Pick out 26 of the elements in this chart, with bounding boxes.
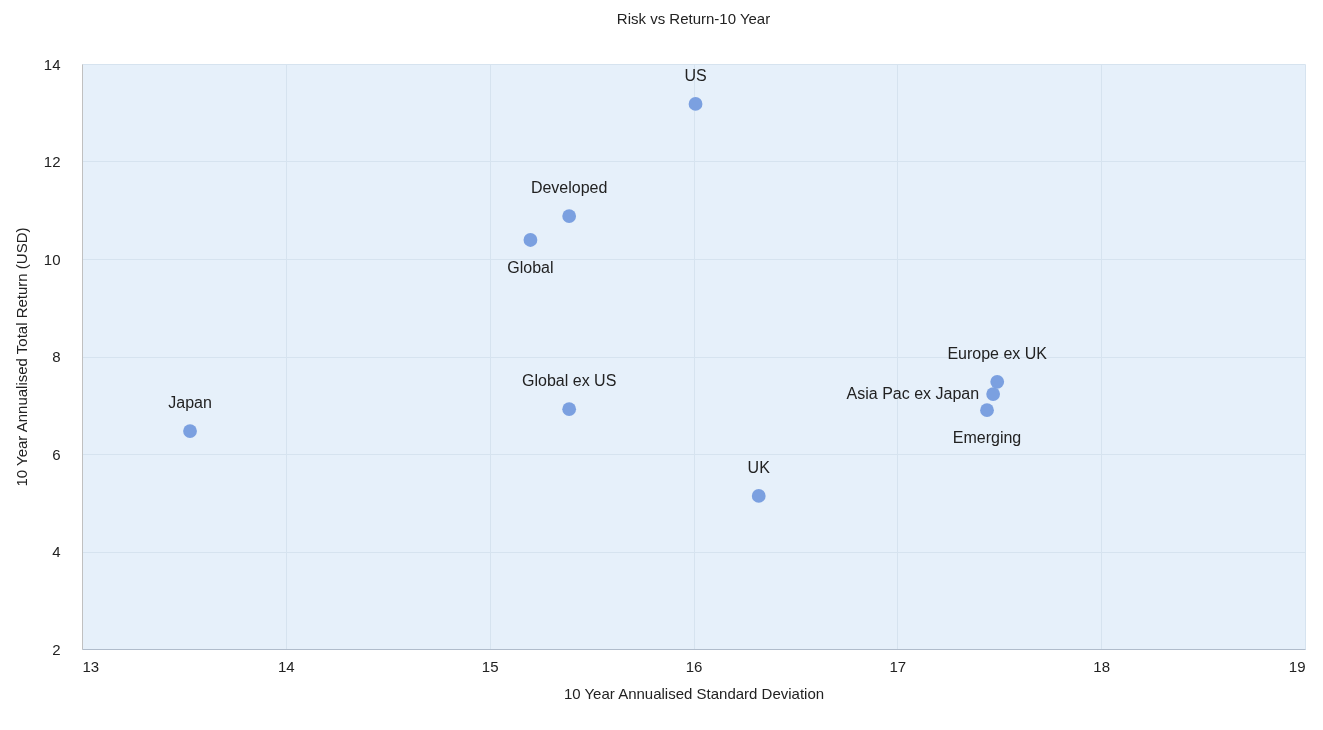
y-tick-label: 14 — [43, 55, 61, 73]
y-tick-label: 4 — [52, 543, 61, 560]
annotation: Global — [507, 258, 554, 276]
annotation: Emerging — [952, 429, 1022, 447]
x-tick-label: 18 — [1093, 657, 1111, 675]
y-tick-label: 10 — [43, 250, 61, 268]
annotation: Global ex US — [522, 372, 617, 390]
x-axis-title: 10 Year Annualised Standard Deviation — [563, 684, 825, 702]
x-tick-label: 13 — [82, 657, 100, 675]
annotation: Japan — [168, 394, 212, 412]
x-tick-label: 17 — [889, 657, 907, 675]
annotation: UK — [747, 458, 771, 476]
x-tick-label: 14 — [277, 657, 295, 675]
annotation: Developed — [530, 179, 608, 197]
annotation: US — [684, 66, 707, 84]
annotation: Europe ex UK — [947, 344, 1048, 362]
y-tick-label: 8 — [52, 348, 61, 365]
y-tick-label: 2 — [52, 640, 61, 658]
x-tick-label: 16 — [685, 657, 703, 675]
x-tick-label: 19 — [1288, 657, 1306, 675]
annotation: Asia Pac ex Japan — [846, 385, 980, 403]
y-tick-label: 12 — [43, 153, 61, 170]
x-tick-label: 15 — [481, 657, 499, 675]
y-axis-title: 10 Year Annualised Total Return (USD) — [12, 227, 30, 487]
chart-title: Risk vs Return-10 Year — [616, 10, 771, 27]
y-tick-label: 6 — [52, 445, 61, 463]
